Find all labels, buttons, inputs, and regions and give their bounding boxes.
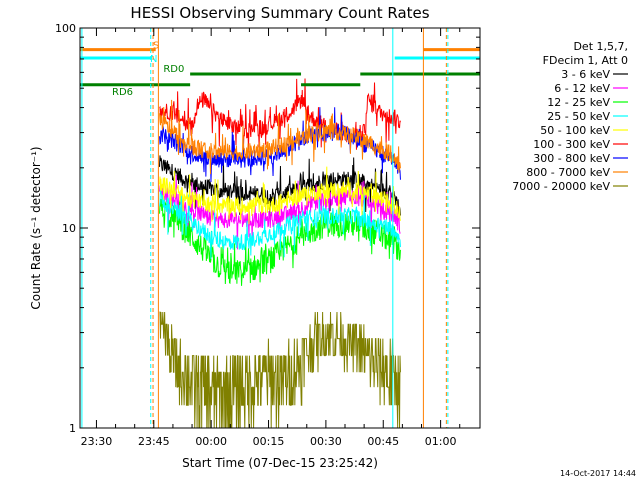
x-tick-label: 23:45 [138, 435, 170, 448]
series-line-3-6-kev [159, 155, 401, 217]
legend-label-50-100-kev: 50 - 100 keV [540, 124, 610, 137]
y-tick-label: 1 [69, 422, 76, 435]
x-axis-label: Start Time (07-Dec-15 23:25:42) [182, 456, 378, 470]
y-tick-label: 10 [62, 222, 76, 235]
legend-label-800-7000-kev: 800 - 7000 keV [526, 166, 610, 179]
series-line-800-7000-kev [159, 99, 401, 175]
legend-label-100-300-kev: 100 - 300 keV [533, 138, 610, 151]
flag-label-n: N [150, 54, 157, 65]
flag-label-rd0: RD0 [163, 64, 184, 75]
chart-title: HESSI Observing Summary Count Rates [130, 4, 429, 22]
axes: 23:30 23:45 00:00 00:15 00:30 00:45 01:00 1 10 10… [55, 22, 480, 448]
legend-label-25-50-kev: 25 - 50 keV [547, 110, 610, 123]
footer-date: 14-Oct-2017 14:44 [560, 469, 636, 478]
x-tick-label: 00:45 [367, 435, 399, 448]
legend-label-12-25-kev: 12 - 25 keV [547, 96, 610, 109]
legend-label-6-12-kev: 6 - 12 keV [554, 82, 610, 95]
legend-header: FDecim 1, Att 0 [543, 54, 628, 67]
data-layer [159, 78, 401, 429]
legend-label-300-800-kev: 300 - 800 keV [533, 152, 610, 165]
y-axis-label: Count Rate (s⁻¹ detector⁻¹) [29, 146, 43, 309]
x-tick-label: 01:00 [425, 435, 457, 448]
series-line-25-50-kev [159, 186, 401, 259]
y-tick-label: 100 [55, 22, 76, 35]
x-tick-label: 23:30 [81, 435, 113, 448]
x-tick-label: 00:15 [253, 435, 285, 448]
legend-label-3-6-kev: 3 - 6 keV [561, 68, 610, 81]
flag-label-rd6: RD6 [112, 87, 133, 98]
x-tick-label: 00:30 [310, 435, 342, 448]
series-line-100-300-kev [159, 78, 401, 151]
legend-label-7000-20000-kev: 7000 - 20000 keV [512, 180, 610, 193]
series-line-7000-20000-kev [159, 311, 401, 429]
series-line-50-100-kev [159, 166, 401, 225]
legend-header: Det 1,5,7, [573, 40, 628, 53]
instrument-flags: SN RD0 RD6 [80, 41, 480, 98]
x-tick-label: 00:00 [195, 435, 227, 448]
flag-label-s: S [153, 41, 159, 52]
